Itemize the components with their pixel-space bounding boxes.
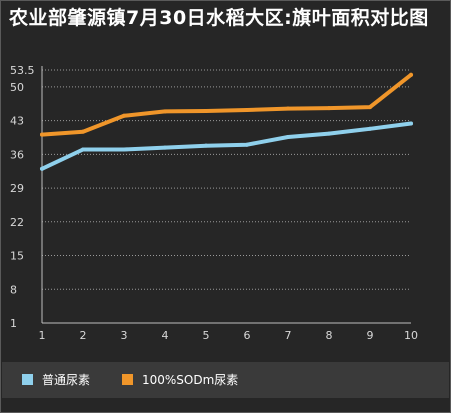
legend-swatch-series-1 <box>22 374 33 385</box>
y-tick-label: 8 <box>10 283 17 296</box>
x-tick-label: 3 <box>121 329 128 342</box>
x-tick-label: 2 <box>80 329 87 342</box>
grid-lines <box>42 69 411 290</box>
data-point <box>163 109 167 114</box>
data-point <box>409 121 413 126</box>
data-point <box>40 132 44 137</box>
y-tick-label: 43 <box>10 115 24 128</box>
legend-label-series-2: 100%SODm尿素 <box>142 373 239 387</box>
data-point <box>81 129 85 134</box>
x-tick-labels: 1 2 3 4 5 6 7 8 9 10 <box>39 329 419 342</box>
data-point <box>204 108 208 113</box>
data-point <box>368 105 372 110</box>
legend-item-series-1[interactable]: 普通尿素 <box>22 371 90 388</box>
series-line-1 <box>40 121 413 171</box>
legend-item-series-2[interactable]: 100%SODm尿素 <box>122 371 238 388</box>
data-point <box>409 72 413 77</box>
chart-title: 农业部肇源镇7月30日水稻大区:旗叶面积对比图 <box>9 7 429 29</box>
data-point <box>286 106 290 111</box>
x-tick-label: 8 <box>326 329 333 342</box>
data-point <box>81 147 85 152</box>
data-point <box>327 106 331 111</box>
x-tick-label: 10 <box>404 329 418 342</box>
legend: 普通尿素 100%SODm尿素 <box>2 362 449 398</box>
x-tick-label: 5 <box>203 329 210 342</box>
legend-label-series-1: 普通尿素 <box>42 373 91 387</box>
data-point <box>245 142 249 147</box>
y-tick-labels: 53.5 50 43 36 29 22 15 8 1 <box>10 64 35 330</box>
y-tick-label: 1 <box>10 317 17 330</box>
y-tick-label: 36 <box>10 148 24 161</box>
y-tick-label: 29 <box>10 182 24 195</box>
legend-swatch-series-2 <box>122 374 133 385</box>
data-point <box>245 107 249 112</box>
data-point <box>368 126 372 131</box>
data-point <box>163 145 167 150</box>
y-tick-label: 50 <box>10 81 24 94</box>
y-tick-label: 15 <box>10 250 24 263</box>
data-point <box>286 134 290 139</box>
x-tick-label: 9 <box>367 329 374 342</box>
axes <box>41 66 411 324</box>
x-tick-label: 4 <box>162 329 169 342</box>
data-point <box>122 113 126 118</box>
data-point <box>122 147 126 152</box>
x-tick-label: 1 <box>39 329 46 342</box>
data-point <box>204 143 208 148</box>
y-tick-label: 53.5 <box>10 64 35 77</box>
x-tick-label: 6 <box>244 329 251 342</box>
series-lines <box>40 72 413 171</box>
series-line-2 <box>40 72 413 137</box>
x-tick-label: 7 <box>285 329 292 342</box>
y-tick-label: 22 <box>10 216 24 229</box>
data-point <box>40 166 44 171</box>
data-point <box>327 131 331 136</box>
